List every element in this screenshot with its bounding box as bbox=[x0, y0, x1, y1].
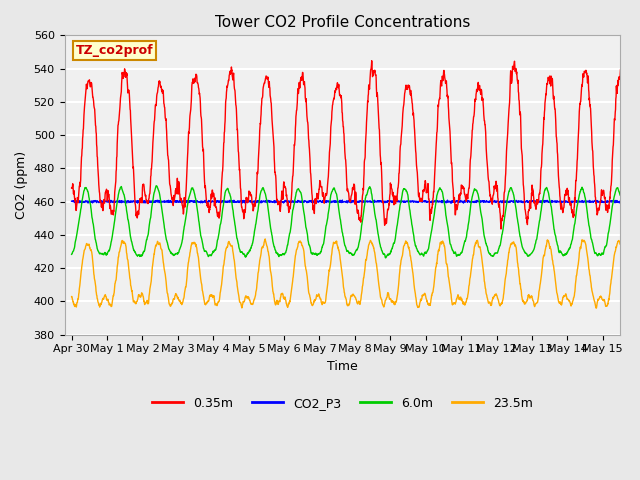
X-axis label: Time: Time bbox=[327, 360, 358, 373]
Text: TZ_co2prof: TZ_co2prof bbox=[76, 44, 153, 57]
Legend: 0.35m, CO2_P3, 6.0m, 23.5m: 0.35m, CO2_P3, 6.0m, 23.5m bbox=[147, 392, 538, 415]
Y-axis label: CO2 (ppm): CO2 (ppm) bbox=[15, 151, 28, 219]
Title: Tower CO2 Profile Concentrations: Tower CO2 Profile Concentrations bbox=[215, 15, 470, 30]
